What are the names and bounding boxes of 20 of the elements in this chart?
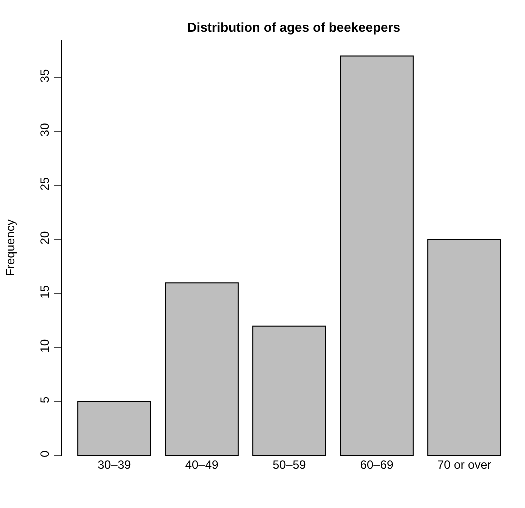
- x-tick-label: 40–49: [185, 458, 220, 472]
- x-tick-label: 70 or over: [437, 458, 492, 472]
- bar: [340, 56, 414, 456]
- x-tick-label: 30–39: [98, 458, 132, 472]
- y-tick-label: 0: [38, 450, 52, 458]
- bar: [165, 282, 239, 456]
- y-tick-label: 30: [38, 123, 52, 137]
- x-tick-label: 60–69: [360, 458, 394, 472]
- bar: [252, 326, 326, 456]
- bar: [78, 401, 152, 456]
- y-tick-label: 35: [38, 69, 52, 83]
- x-tick-label: 50–59: [272, 458, 307, 472]
- chart-title: Distribution of ages of beekeepers: [187, 20, 401, 35]
- bar: [428, 239, 502, 456]
- y-axis-title: Frequency: [4, 220, 18, 276]
- y-tick-label: 15: [38, 285, 52, 299]
- y-tick-label: 20: [38, 231, 52, 245]
- y-tick-label: 5: [38, 396, 52, 404]
- y-tick-label: 25: [38, 177, 52, 191]
- y-tick-label: 10: [38, 339, 52, 353]
